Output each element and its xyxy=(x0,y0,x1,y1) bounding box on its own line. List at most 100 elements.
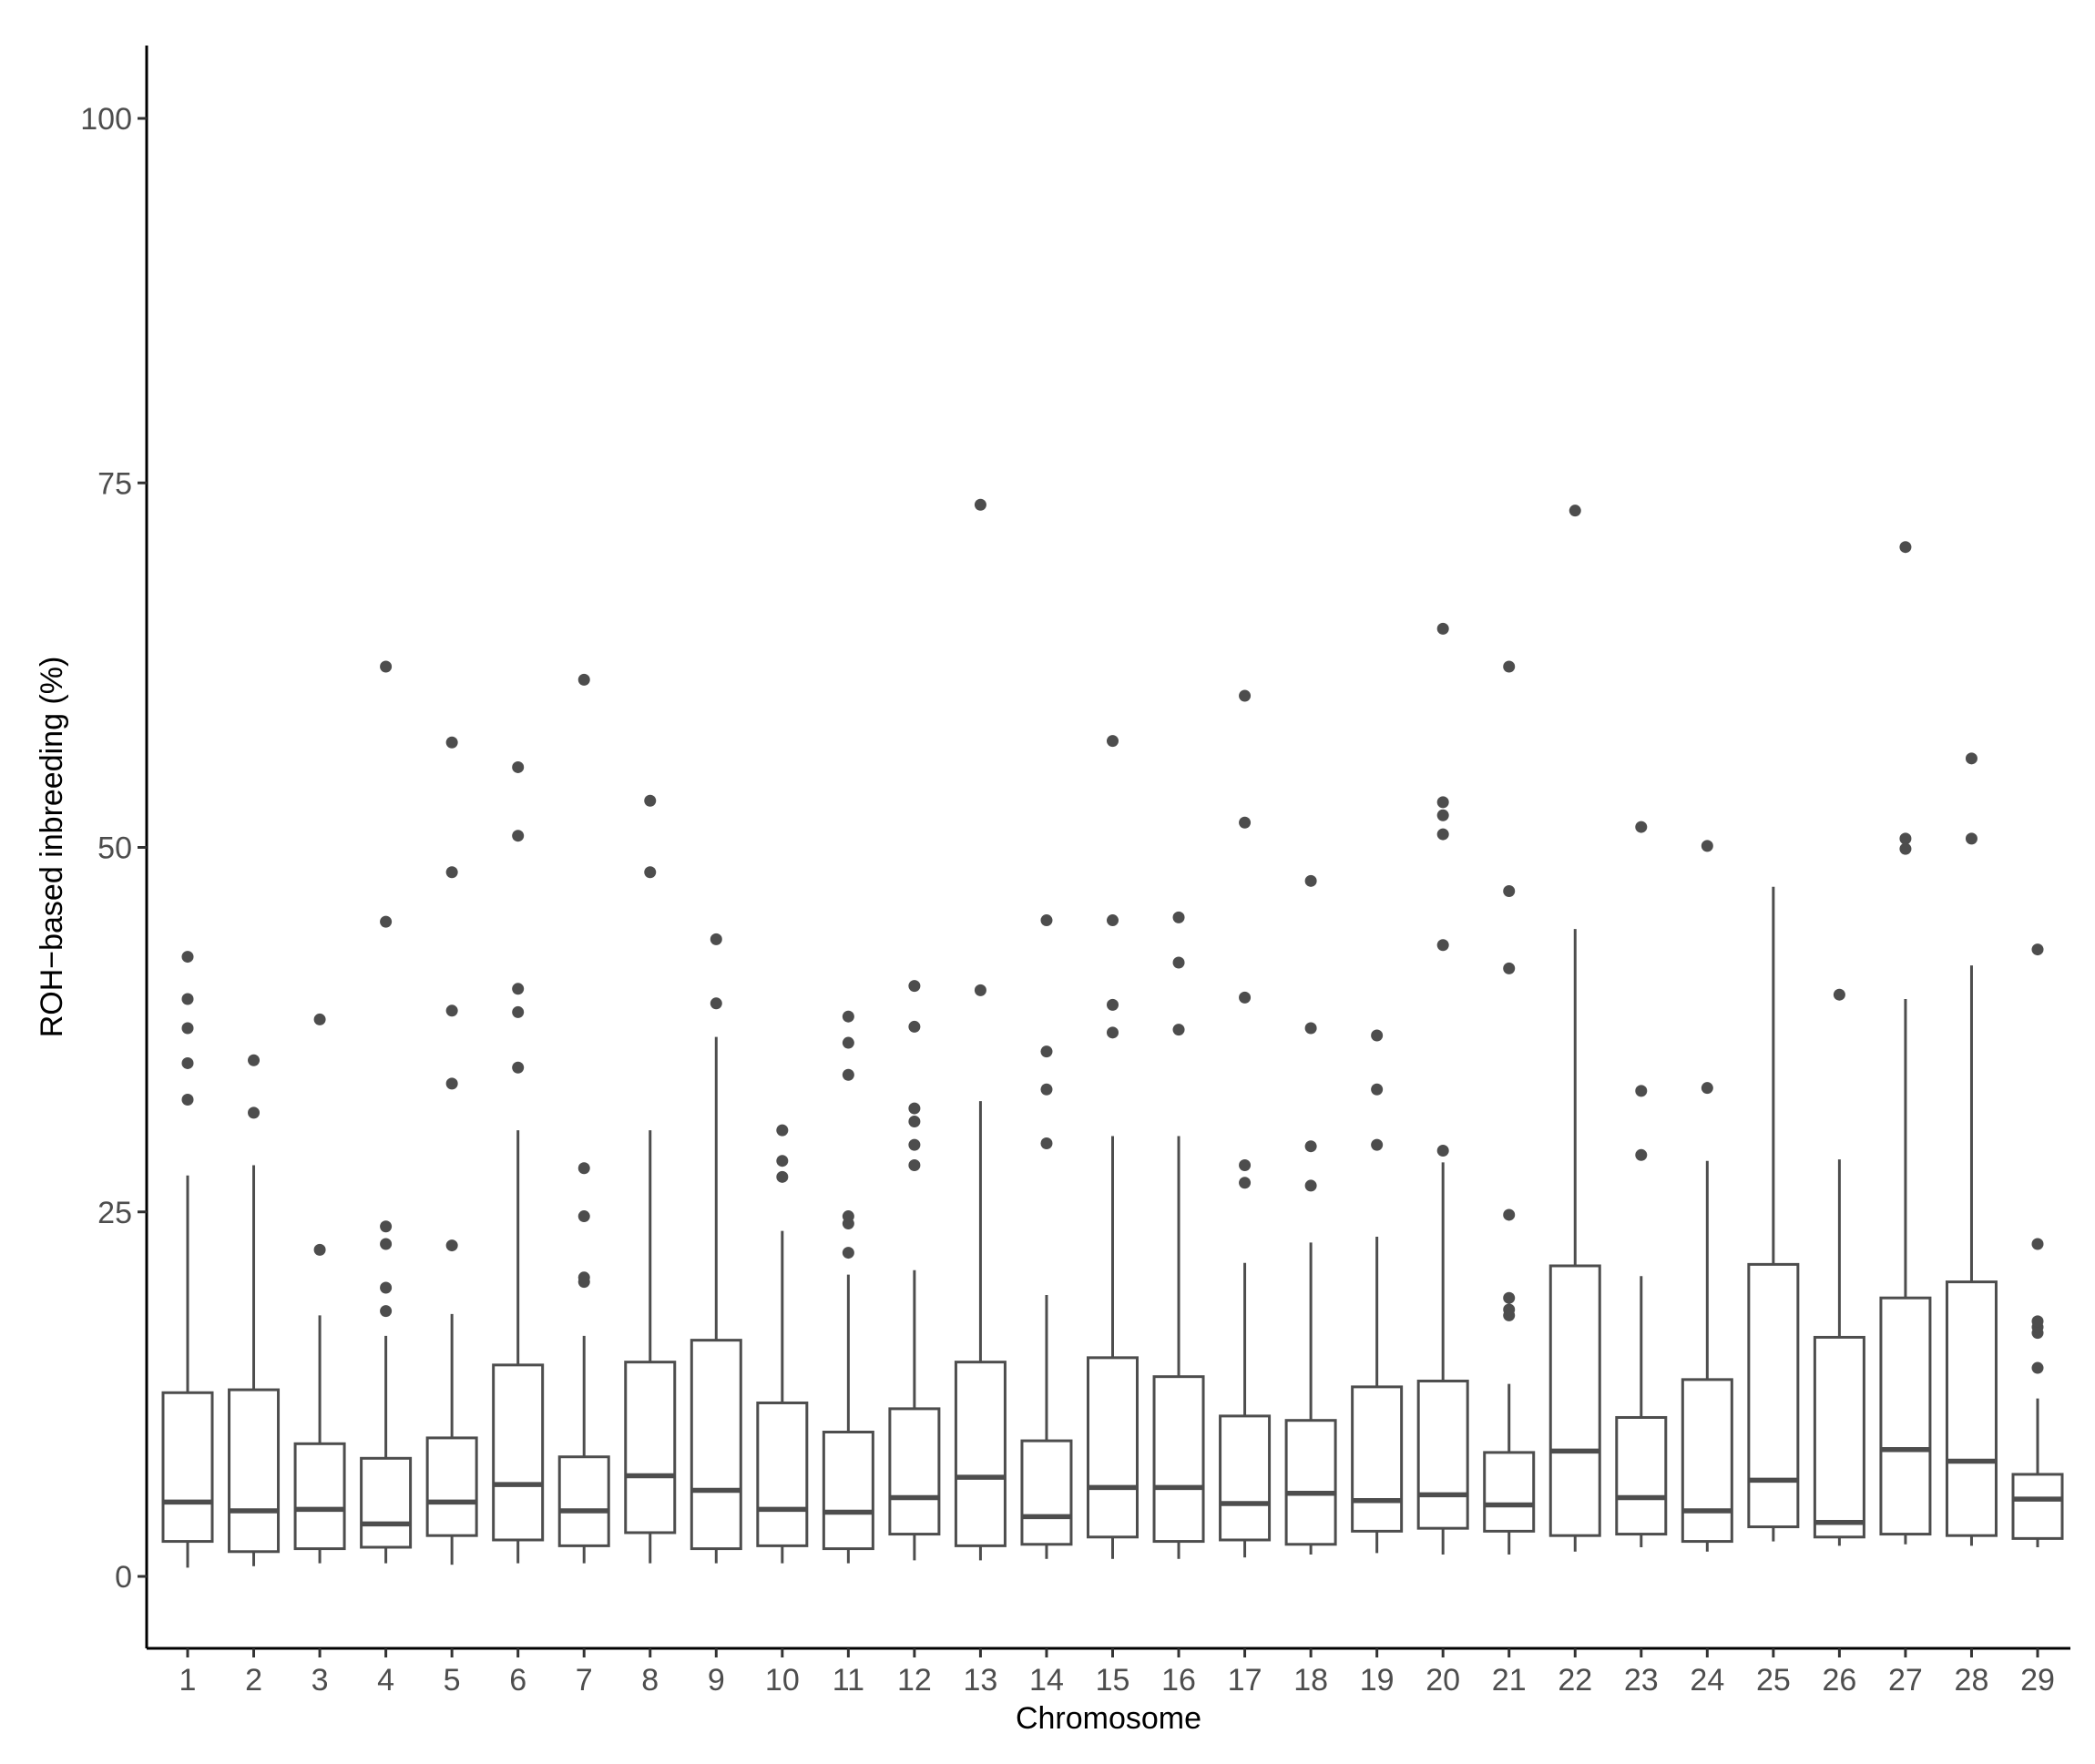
x-tick-label: 13 xyxy=(964,1663,998,1698)
x-tick-label: 14 xyxy=(1029,1663,1064,1698)
outlier-point xyxy=(2031,943,2044,956)
box-iqr xyxy=(360,1456,413,1549)
outlier-point xyxy=(248,1106,261,1119)
outlier-point xyxy=(842,1036,854,1049)
x-tick-label: 7 xyxy=(576,1663,593,1698)
box-chromosome-11 xyxy=(822,1010,874,1564)
outlier-point xyxy=(1040,1083,1053,1096)
y-ticks-layer: 0 25 50 75 100 xyxy=(80,102,147,1595)
outlier-point xyxy=(1436,939,1449,952)
y-tick-label: 50 xyxy=(97,831,132,866)
outlier-point xyxy=(1239,816,1252,829)
y-tick-label: 25 xyxy=(97,1196,132,1230)
box-iqr xyxy=(2011,1473,2064,1540)
outlier-point xyxy=(181,1093,194,1106)
outlier-point xyxy=(842,1247,854,1259)
box-iqr xyxy=(1681,1378,1733,1544)
outlier-point xyxy=(842,1210,854,1223)
outlier-point xyxy=(1172,1024,1185,1036)
x-tick-label: 15 xyxy=(1096,1663,1130,1698)
outlier-point xyxy=(181,1056,194,1069)
box-iqr xyxy=(1284,1419,1337,1546)
box-chromosome-18 xyxy=(1284,874,1337,1555)
outlier-point xyxy=(512,1005,525,1018)
box-iqr xyxy=(492,1363,545,1542)
outlier-point xyxy=(1503,1291,1516,1304)
box-chromosome-3 xyxy=(293,1013,346,1564)
outlier-point xyxy=(1899,842,1912,855)
box-iqr xyxy=(822,1431,874,1551)
outlier-point xyxy=(908,1138,921,1151)
outlier-point xyxy=(2031,1315,2044,1328)
box-iqr xyxy=(690,1339,742,1551)
x-tick-label: 26 xyxy=(1822,1663,1856,1698)
outlier-point xyxy=(1107,914,1119,927)
outlier-point xyxy=(181,951,194,964)
outlier-point xyxy=(512,983,525,995)
boxes-layer xyxy=(161,498,2064,1568)
outlier-point xyxy=(380,1220,393,1233)
outlier-point xyxy=(577,1162,590,1175)
outlier-point xyxy=(1965,832,1977,845)
outlier-point xyxy=(380,660,393,673)
outlier-point xyxy=(1899,832,1912,845)
outlier-point xyxy=(248,1054,261,1066)
outlier-point xyxy=(1304,1179,1317,1192)
box-iqr xyxy=(1020,1439,1073,1546)
box-iqr xyxy=(1548,1264,1601,1537)
box-chromosome-12 xyxy=(888,980,941,1561)
box-chromosome-21 xyxy=(1483,660,1536,1555)
outlier-point xyxy=(1503,660,1516,673)
x-tick-label: 24 xyxy=(1690,1663,1724,1698)
box-chromosome-17 xyxy=(1219,689,1272,1558)
outlier-point xyxy=(1701,840,1713,852)
x-tick-label: 10 xyxy=(765,1663,800,1698)
outlier-point xyxy=(1503,885,1516,898)
box-iqr xyxy=(954,1361,1007,1547)
x-tick-label: 17 xyxy=(1228,1663,1262,1698)
x-tick-label: 6 xyxy=(509,1663,526,1698)
outlier-point xyxy=(577,673,590,686)
box-chromosome-9 xyxy=(690,933,742,1564)
x-ticks-layer: 1 2 3 4 5 6 7 8 9 10 11 12 13 14 15 16 17 18 19 20 21 22 23 24 2… xyxy=(179,1648,2055,1698)
box-chromosome-7 xyxy=(557,673,610,1564)
outlier-point xyxy=(1899,541,1912,554)
outlier-point xyxy=(776,1124,789,1137)
x-axis-title: Chromosome xyxy=(1016,1701,1201,1736)
box-chromosome-26 xyxy=(1813,988,1865,1546)
outlier-point xyxy=(380,1281,393,1294)
outlier-point xyxy=(974,498,986,511)
x-tick-label: 1 xyxy=(179,1663,197,1698)
outlier-point xyxy=(1436,622,1449,635)
outlier-point xyxy=(181,1022,194,1035)
outlier-point xyxy=(1107,1026,1119,1039)
box-iqr xyxy=(425,1436,478,1537)
outlier-point xyxy=(776,1170,789,1183)
outlier-point xyxy=(445,866,458,879)
x-tick-label: 25 xyxy=(1756,1663,1791,1698)
x-tick-label: 12 xyxy=(897,1663,932,1698)
outlier-point xyxy=(445,736,458,749)
x-tick-label: 11 xyxy=(833,1663,864,1698)
x-tick-label: 4 xyxy=(377,1663,394,1698)
outlier-point xyxy=(1172,911,1185,923)
box-chromosome-10 xyxy=(756,1124,809,1564)
box-chromosome-29 xyxy=(2011,943,2064,1547)
outlier-point xyxy=(908,1115,921,1127)
box-chromosome-24 xyxy=(1681,840,1733,1552)
outlier-point xyxy=(644,866,657,879)
outlier-point xyxy=(1040,1045,1053,1058)
outlier-point xyxy=(1172,956,1185,969)
box-iqr xyxy=(228,1388,281,1554)
box-iqr xyxy=(1087,1356,1139,1539)
outlier-point xyxy=(1436,1145,1449,1157)
outlier-point xyxy=(1436,796,1449,809)
outlier-point xyxy=(1107,998,1119,1011)
outlier-point xyxy=(908,980,921,993)
y-axis-title: ROH−based inbreeding (%) xyxy=(35,657,69,1038)
box-iqr xyxy=(1747,1262,1800,1529)
y-tick-label: 75 xyxy=(97,466,132,501)
x-tick-label: 19 xyxy=(1360,1663,1395,1698)
outlier-point xyxy=(908,1102,921,1115)
